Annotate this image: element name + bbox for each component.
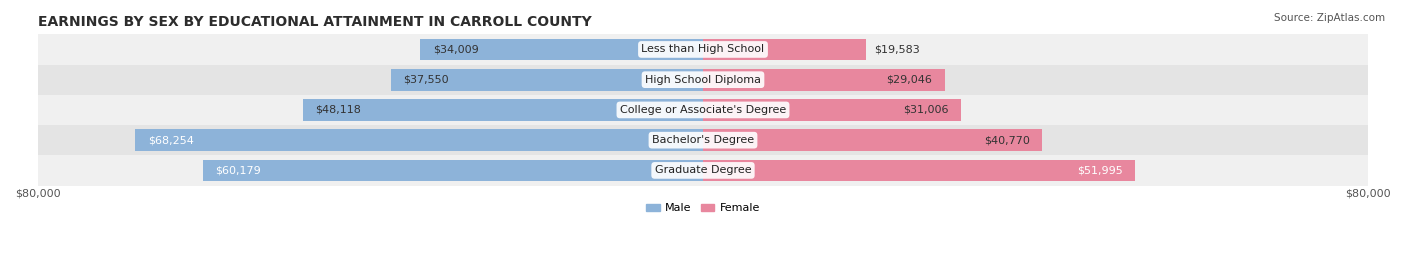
Bar [302,99,703,121]
Text: $40,770: $40,770 [984,135,1029,145]
Bar [703,39,866,60]
Text: $19,583: $19,583 [875,44,920,54]
Bar [38,34,1368,65]
Text: Graduate Degree: Graduate Degree [655,165,751,176]
Text: Less than High School: Less than High School [641,44,765,54]
Text: High School Diploma: High School Diploma [645,75,761,85]
Bar [135,129,703,151]
Text: EARNINGS BY SEX BY EDUCATIONAL ATTAINMENT IN CARROLL COUNTY: EARNINGS BY SEX BY EDUCATIONAL ATTAINMEN… [38,15,592,29]
Text: Bachelor's Degree: Bachelor's Degree [652,135,754,145]
Bar [38,155,1368,185]
Legend: Male, Female: Male, Female [641,199,765,218]
Text: Source: ZipAtlas.com: Source: ZipAtlas.com [1274,13,1385,23]
Bar [420,39,703,60]
Text: $51,995: $51,995 [1077,165,1123,176]
Bar [703,69,945,91]
Bar [38,125,1368,155]
Bar [38,95,1368,125]
Bar [703,159,1135,181]
Bar [703,99,960,121]
Text: College or Associate's Degree: College or Associate's Degree [620,105,786,115]
Text: $29,046: $29,046 [886,75,932,85]
Text: $31,006: $31,006 [903,105,948,115]
Text: $34,009: $34,009 [433,44,478,54]
Bar [391,69,703,91]
Text: $37,550: $37,550 [404,75,449,85]
Text: $68,254: $68,254 [148,135,194,145]
Text: $60,179: $60,179 [215,165,262,176]
Bar [202,159,703,181]
Text: $48,118: $48,118 [315,105,361,115]
Bar [38,65,1368,95]
Bar [703,129,1042,151]
